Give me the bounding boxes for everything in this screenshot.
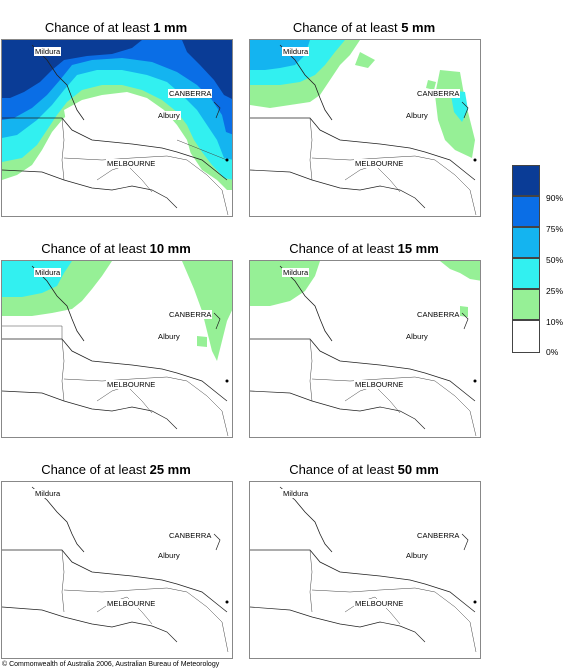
legend-label-0: 0% <box>546 347 559 357</box>
label-mildura: Mildura <box>282 268 310 277</box>
map-panel-10mm: Mildura CANBERRA Albury MELBOURNE <box>1 260 233 438</box>
label-canberra: CANBERRA <box>416 531 461 540</box>
panel-title-1mm: Chance of at least 1 mm <box>44 20 188 35</box>
label-mildura: Mildura <box>34 268 62 277</box>
label-melbourne: MELBOURNE <box>106 599 157 608</box>
panel-title-5mm: Chance of at least 5 mm <box>292 20 436 35</box>
map-panel-1mm: Mildura CANBERRA Albury MELBOURNE <box>1 39 233 217</box>
label-albury: Albury <box>157 551 181 560</box>
label-canberra: CANBERRA <box>416 310 461 319</box>
label-mildura: Mildura <box>282 47 310 56</box>
label-mildura: Mildura <box>34 47 62 56</box>
label-albury: Albury <box>405 551 429 560</box>
label-canberra: CANBERRA <box>168 531 213 540</box>
legend-label-90: 90% <box>546 193 564 203</box>
legend-label-75: 75% <box>546 224 564 234</box>
legend-swatch-90 <box>512 165 540 196</box>
rain-probability-shading-50mm <box>250 482 480 658</box>
map-panel-25mm: Mildura CANBERRA Albury MELBOURNE <box>1 481 233 659</box>
rain-probability-shading-5mm <box>250 40 480 216</box>
rain-probability-shading-1mm <box>2 40 232 216</box>
label-melbourne: MELBOURNE <box>354 380 405 389</box>
map-panel-5mm: Mildura CANBERRA Albury MELBOURNE <box>249 39 481 217</box>
map-panel-15mm: Mildura CANBERRA Albury MELBOURNE <box>249 260 481 438</box>
panel-title-50mm: Chance of at least 50 mm <box>289 462 439 477</box>
panel-title-15mm: Chance of at least 15 mm <box>289 241 439 256</box>
label-albury: Albury <box>157 332 181 341</box>
label-canberra: CANBERRA <box>168 310 213 319</box>
legend-swatch-75 <box>512 196 540 227</box>
label-mildura: Mildura <box>34 489 62 498</box>
legend-swatch-50 <box>512 227 540 258</box>
label-albury: Albury <box>405 332 429 341</box>
legend-label-25: 25% <box>546 286 564 296</box>
panel-title-10mm: Chance of at least 10 mm <box>41 241 191 256</box>
label-melbourne: MELBOURNE <box>106 159 157 168</box>
legend-swatch-0 <box>512 320 540 353</box>
label-albury: Albury <box>157 111 181 120</box>
label-albury: Albury <box>405 111 429 120</box>
rain-probability-shading-10mm <box>2 261 232 437</box>
legend-swatch-25 <box>512 258 540 289</box>
rain-probability-shading-25mm <box>2 482 232 658</box>
label-melbourne: MELBOURNE <box>354 159 405 168</box>
panel-title-25mm: Chance of at least 25 mm <box>41 462 191 477</box>
label-canberra: CANBERRA <box>416 89 461 98</box>
label-melbourne: MELBOURNE <box>106 380 157 389</box>
map-panel-50mm: Mildura CANBERRA Albury MELBOURNE <box>249 481 481 659</box>
legend-label-10: 10% <box>546 317 564 327</box>
legend-label-50: 50% <box>546 255 564 265</box>
rain-probability-shading-15mm <box>250 261 480 437</box>
legend-swatch-10 <box>512 289 540 320</box>
copyright-notice: © Commonwealth of Australia 2006, Austra… <box>2 661 220 668</box>
label-canberra: CANBERRA <box>168 89 213 98</box>
label-melbourne: MELBOURNE <box>354 599 405 608</box>
label-mildura: Mildura <box>282 489 310 498</box>
